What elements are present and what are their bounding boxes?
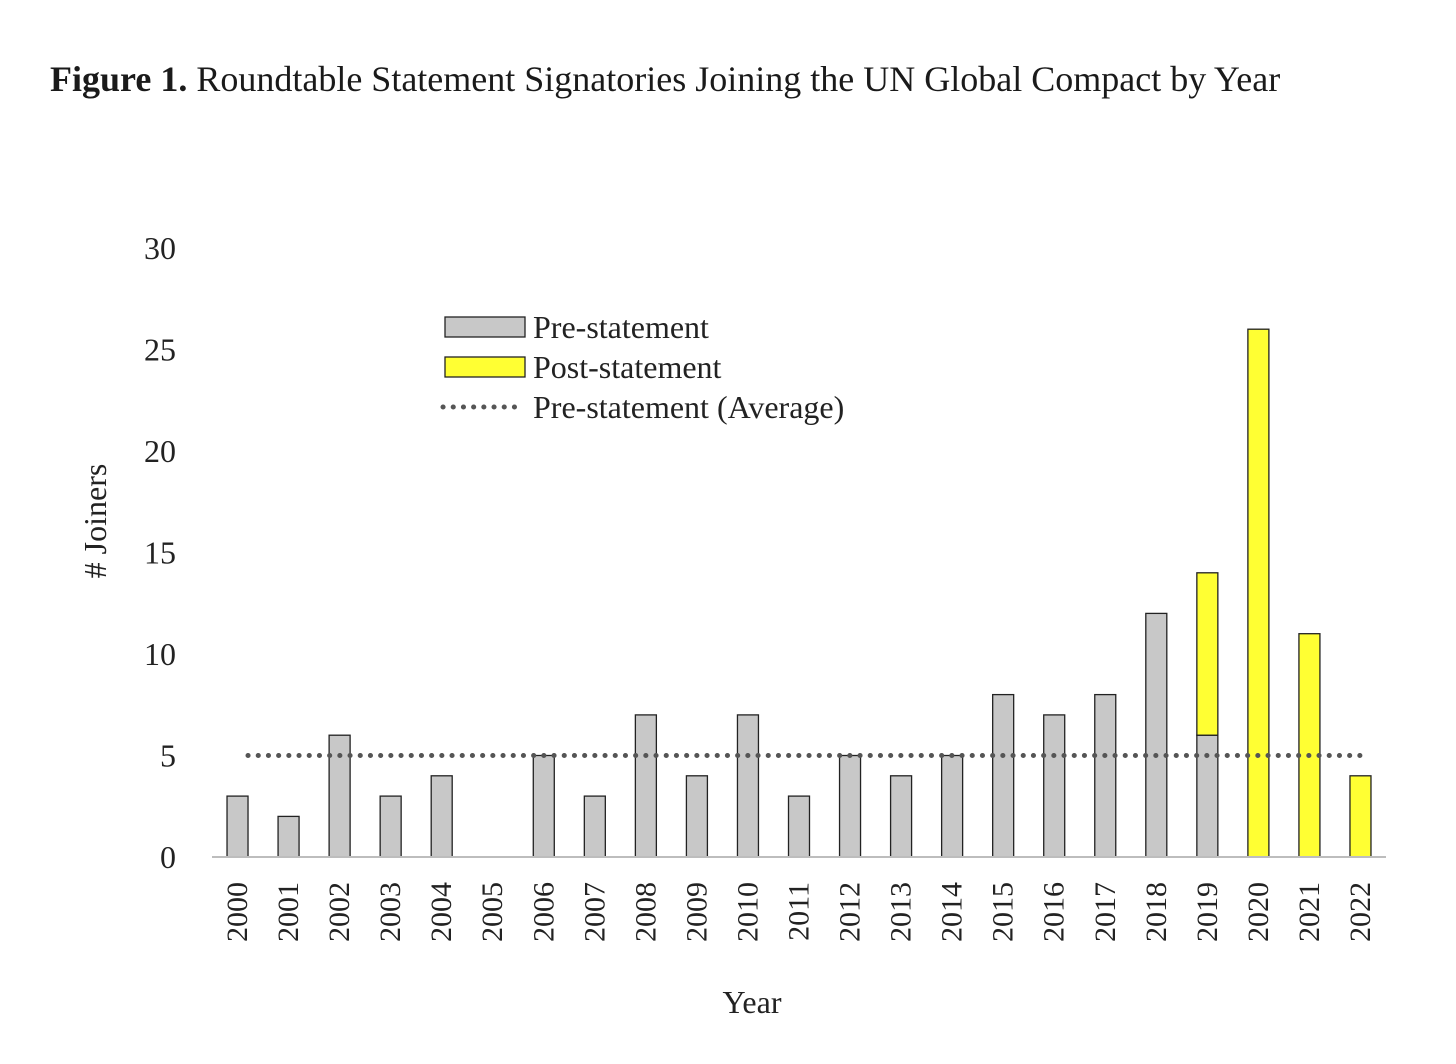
bar-pre-2010 — [736, 714, 760, 858]
y-tick-25: 25 — [144, 332, 176, 368]
bar-pre-2004 — [430, 775, 453, 858]
bar-post-2022 — [1349, 775, 1372, 858]
bar-pre-2017 — [1094, 693, 1117, 858]
legend: Pre-statement Post-statement Pre-statement… — [440, 309, 844, 425]
y-tick-15: 15 — [144, 535, 176, 571]
x-axis-label: Year — [723, 984, 782, 1020]
x-tick-2016: 2016 — [1038, 882, 1071, 942]
x-tick-2007: 2007 — [578, 882, 611, 942]
y-tick-20: 20 — [144, 433, 176, 469]
bar-pre-2011 — [787, 795, 811, 858]
x-tick-2005: 2005 — [476, 882, 509, 942]
bar-pre-2016 — [1043, 714, 1066, 858]
legend-swatch-pre-statement — [444, 316, 526, 338]
legend-label-post-statement: Post-statement — [533, 349, 722, 385]
y-tick-5: 5 — [160, 738, 176, 774]
legend-swatch-post-statement — [444, 356, 526, 378]
bar-pre-2006 — [532, 754, 555, 858]
x-tick-2003: 2003 — [374, 882, 407, 942]
bar-pre-2003 — [379, 795, 402, 858]
bar-post-2020 — [1247, 328, 1270, 858]
x-tick-2021: 2021 — [1293, 882, 1326, 942]
y-tick-labels: 0 5 10 15 20 25 30 — [144, 230, 176, 875]
x-tick-2013: 2013 — [885, 882, 918, 942]
x-tick-2011: 2011 — [783, 882, 816, 941]
bars-layer — [226, 328, 1372, 858]
y-tick-30: 30 — [144, 230, 176, 266]
x-tick-2014: 2014 — [936, 882, 969, 942]
bar-pre-2018 — [1145, 612, 1168, 858]
y-axis-label: # Joiners — [77, 464, 113, 579]
figure-label: Figure 1. — [50, 59, 188, 99]
x-tick-2019: 2019 — [1191, 882, 1224, 942]
x-tick-2000: 2000 — [221, 882, 254, 942]
y-tick-10: 10 — [144, 636, 176, 672]
bar-post-2019 — [1196, 572, 1219, 736]
x-tick-2001: 2001 — [272, 882, 305, 942]
x-tick-2012: 2012 — [834, 882, 867, 942]
x-tick-2020: 2020 — [1242, 882, 1275, 942]
x-tick-2010: 2010 — [731, 882, 764, 942]
x-tick-2009: 2009 — [680, 882, 713, 942]
x-tick-2006: 2006 — [527, 882, 560, 942]
legend-label-average: Pre-statement (Average) — [533, 389, 844, 425]
bar-post-2021 — [1298, 633, 1321, 858]
bar-pre-2007 — [583, 795, 606, 858]
figure-title: Roundtable Statement Signatories Joining… — [187, 59, 1281, 99]
x-tick-2002: 2002 — [323, 882, 356, 942]
legend-label-pre-statement: Pre-statement — [533, 309, 709, 345]
x-tick-2004: 2004 — [425, 882, 458, 942]
bar-pre-2000 — [226, 795, 249, 858]
y-tick-0: 0 — [160, 839, 176, 875]
bar-pre-2014 — [940, 754, 964, 858]
x-tick-2022: 2022 — [1344, 882, 1377, 942]
x-tick-2018: 2018 — [1140, 882, 1173, 942]
figure-caption: Figure 1. Roundtable Statement Signatori… — [50, 58, 1280, 100]
bar-pre-2013 — [889, 775, 913, 858]
bar-pre-2015 — [992, 693, 1015, 858]
x-tick-2008: 2008 — [629, 882, 662, 942]
bar-pre-2001 — [277, 815, 300, 858]
bar-pre-2012 — [838, 754, 862, 858]
bar-pre-2008 — [634, 714, 658, 858]
x-tick-2017: 2017 — [1089, 882, 1122, 942]
bar-pre-2009 — [685, 775, 709, 858]
x-tick-labels: 2000 2001 2002 2003 2004 2005 2006 2007 2008 2009… — [221, 882, 1377, 942]
x-tick-2015: 2015 — [987, 882, 1020, 942]
